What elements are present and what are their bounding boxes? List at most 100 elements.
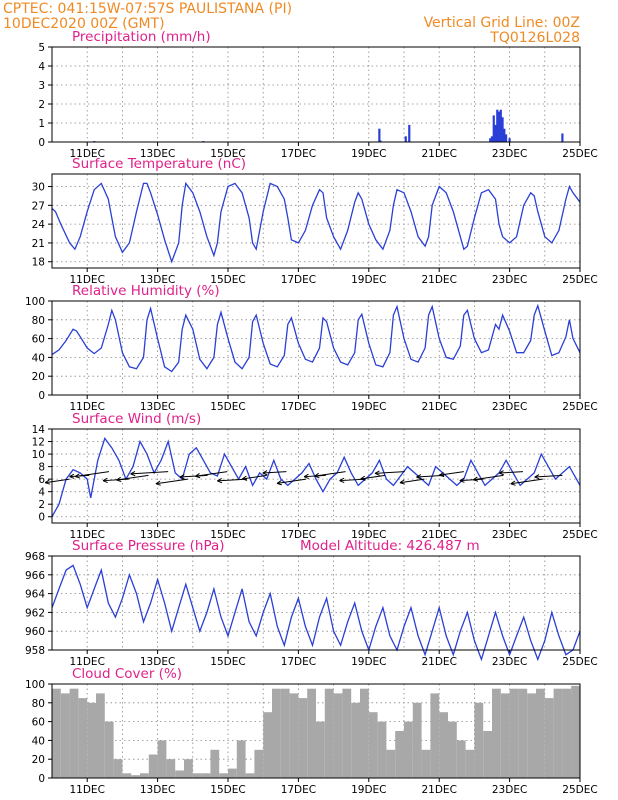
- precip-bar: [408, 124, 411, 142]
- xtick-label: 15DEC: [210, 274, 245, 286]
- cloud-bar: [377, 721, 387, 778]
- xtick-label: 25DEC: [562, 401, 597, 413]
- xtick-label: 15DEC: [210, 656, 245, 668]
- ytick-label: 40: [32, 352, 45, 364]
- wind-arrow-head: [262, 470, 268, 476]
- xtick-label: 13DEC: [140, 656, 175, 668]
- wind-arrow: [116, 474, 149, 481]
- panel-6: 0 20 40 60 80 100 Cloud Cover (%) 11DEC 13DEC 15D…: [25, 666, 598, 796]
- series-line: [51, 303, 581, 373]
- cloud-bar: [113, 759, 123, 778]
- xtick-label: 13DEC: [140, 148, 175, 160]
- xtick-label: 25DEC: [562, 529, 597, 541]
- cloud-bar: [483, 731, 492, 778]
- wind-arrow-head: [179, 474, 185, 480]
- cloud-bar: [263, 712, 272, 778]
- cloud-bar: [201, 773, 211, 778]
- xtick-label: 11DEC: [69, 656, 104, 668]
- cloud-bar: [184, 759, 193, 778]
- xtick-label: 17DEC: [281, 656, 316, 668]
- precip-bar: [561, 133, 564, 142]
- wind-arrow: [262, 471, 287, 474]
- panel-annotation: Model Altitude: 426.487 m: [300, 538, 480, 554]
- xtick-label: 17DEC: [281, 274, 316, 286]
- xtick-label: 19DEC: [351, 401, 386, 413]
- xtick-label: 19DEC: [351, 784, 386, 796]
- xtick-label: 25DEC: [562, 784, 597, 796]
- xtick-label: 13DEC: [140, 274, 175, 286]
- panel-title: Precipitation (mm/h): [72, 29, 211, 45]
- wind-arrow-head: [416, 474, 422, 480]
- xtick-label: 21DEC: [421, 401, 456, 413]
- series-line: [51, 564, 581, 662]
- cloud-bar: [571, 685, 580, 778]
- ytick-label: 4: [38, 487, 45, 499]
- wind-arrow: [276, 478, 307, 484]
- xtick-label: 19DEC: [351, 529, 386, 541]
- xtick-label: 11DEC: [69, 148, 104, 160]
- ytick-label: 60: [32, 334, 45, 346]
- cloud-bar: [272, 688, 281, 778]
- wind-arrow: [130, 471, 169, 475]
- wind-arrow-head: [130, 471, 136, 477]
- wind-arrow: [439, 471, 464, 476]
- header-model: TQ0126L028: [489, 30, 580, 46]
- xtick-label: 21DEC: [421, 784, 456, 796]
- ytick-label: 968: [25, 551, 45, 563]
- precip-bar: [501, 117, 504, 142]
- cloud-bar: [527, 693, 536, 778]
- wind-arrow: [360, 474, 386, 480]
- ytick-label: 30: [32, 182, 45, 194]
- xtick-label: 17DEC: [281, 401, 316, 413]
- ytick-label: 1: [38, 118, 45, 130]
- cloud-bar: [351, 702, 360, 778]
- wind-arrow-head: [439, 471, 445, 478]
- cloud-bar: [104, 721, 114, 778]
- panel-title: Cloud Cover (%): [72, 666, 182, 682]
- ytick-label: 20: [32, 754, 45, 766]
- wind-arrow-head: [314, 472, 320, 479]
- wind-arrow: [399, 478, 425, 484]
- xtick-label: 13DEC: [140, 784, 175, 796]
- ytick-label: 966: [25, 570, 45, 582]
- xtick-label: 21DEC: [421, 148, 456, 160]
- ytick-label: 962: [25, 607, 45, 619]
- wind-arrow: [45, 478, 70, 484]
- ytick-label: 2: [38, 499, 45, 511]
- cloud-bar: [404, 721, 413, 778]
- ytick-label: 80: [32, 315, 45, 327]
- xtick-label: 25DEC: [562, 148, 597, 160]
- cloud-bar: [465, 749, 475, 778]
- cloud-bar: [236, 740, 246, 778]
- wind-arrow-head: [534, 474, 540, 480]
- wind-arrow-head: [217, 478, 223, 484]
- xtick-label: 19DEC: [351, 656, 386, 668]
- wind-arrow-head: [155, 480, 161, 486]
- panel-frame: [51, 428, 581, 524]
- xtick-label: 17DEC: [281, 784, 316, 796]
- wind-arrow-head: [276, 480, 282, 486]
- cloud-bar: [536, 688, 545, 778]
- xtick-label: 23DEC: [492, 784, 527, 796]
- xtick-label: 15DEC: [210, 148, 245, 160]
- precip-bar: [404, 136, 407, 142]
- cloud-bar: [289, 693, 299, 778]
- panel-2: 18 21 24 27 30 Surface Temperature (nC) 11DEC 1…: [32, 156, 598, 286]
- wind-arrow: [510, 478, 543, 485]
- wind-arrow-head: [499, 470, 505, 476]
- wind-arrow-head: [44, 479, 51, 485]
- ytick-label: 3: [38, 80, 45, 92]
- cloud-bar: [492, 688, 501, 778]
- cloud-bar: [342, 688, 352, 778]
- xtick-label: 17DEC: [281, 148, 316, 160]
- xtick-label: 11DEC: [69, 529, 104, 541]
- panel-frame: [51, 173, 581, 269]
- precip-bar: [504, 134, 508, 142]
- wind-arrow: [314, 471, 346, 477]
- precip-bar: [497, 111, 501, 142]
- cloud-bar: [131, 775, 140, 778]
- xtick-label: 19DEC: [351, 274, 386, 286]
- cloud-bar: [360, 688, 369, 778]
- cloud-bar: [562, 688, 572, 778]
